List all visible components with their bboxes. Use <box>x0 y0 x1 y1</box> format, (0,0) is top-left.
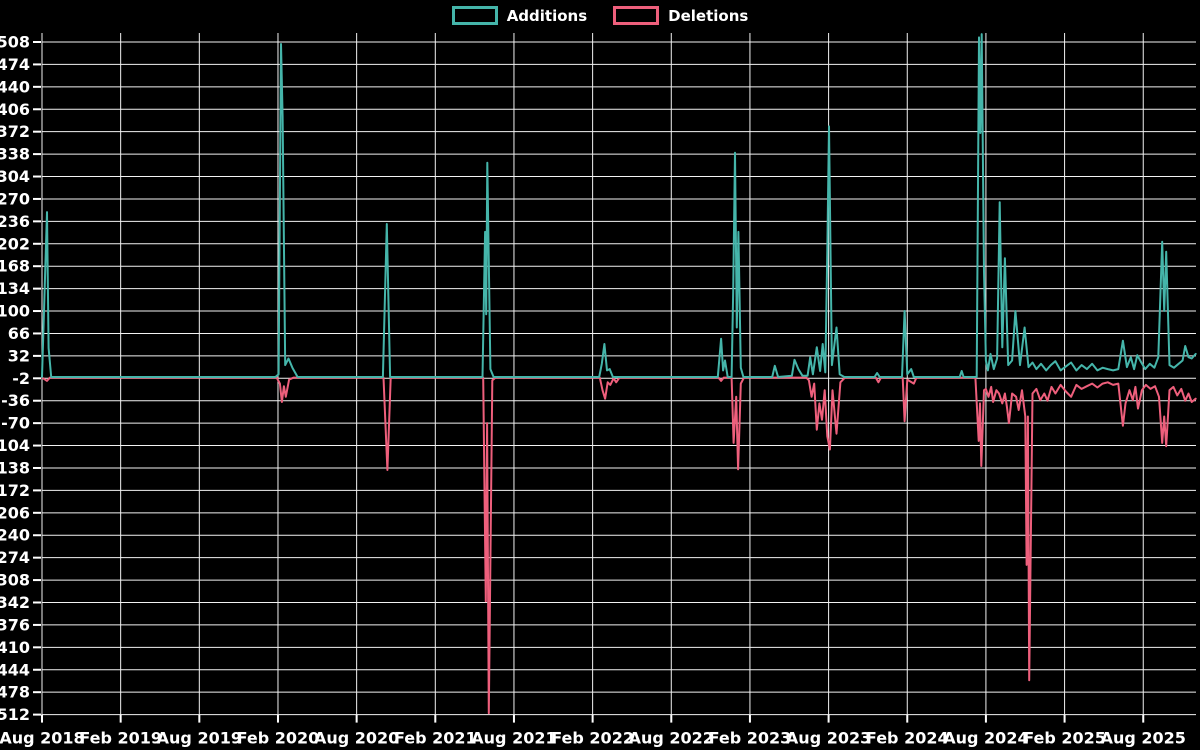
x-tick-label: Feb 2022 <box>551 729 634 748</box>
y-tick-label: 202 <box>0 234 30 253</box>
y-tick-label: -274 <box>0 548 30 567</box>
y-tick-label: -376 <box>0 615 30 634</box>
legend-label-deletions: Deletions <box>668 6 749 25</box>
x-tick-label: Aug 2022 <box>629 729 714 748</box>
y-tick-label: 32 <box>8 346 30 365</box>
series-line-additions <box>41 33 1197 378</box>
legend-label-additions: Additions <box>506 6 588 25</box>
legend-item-additions[interactable]: Additions <box>451 6 588 25</box>
y-tick-label: 236 <box>0 212 30 231</box>
x-tick-label: Aug 2021 <box>471 729 556 748</box>
series-line-deletions <box>41 376 1197 715</box>
y-tick-label: 100 <box>0 302 30 321</box>
y-tick-label: 406 <box>0 100 30 119</box>
x-tick-label: Feb 2019 <box>79 729 162 748</box>
y-tick-label: 66 <box>8 324 30 343</box>
y-tick-label: -512 <box>0 705 30 724</box>
x-tick-label: Feb 2023 <box>709 729 792 748</box>
additions-swatch <box>451 6 498 25</box>
y-tick-label: 372 <box>0 122 30 141</box>
y-tick-label: 168 <box>0 257 30 276</box>
x-tick-label: Aug 2018 <box>0 729 85 748</box>
y-tick-label: -240 <box>0 526 30 545</box>
y-tick-label: -478 <box>0 683 30 702</box>
x-tick-label: Feb 2024 <box>866 729 949 748</box>
x-tick-label: Aug 2019 <box>157 729 242 748</box>
y-tick-label: 270 <box>0 189 30 208</box>
legend-item-deletions[interactable]: Deletions <box>613 6 748 25</box>
y-tick-label: 474 <box>0 55 30 74</box>
x-tick-label: Aug 2024 <box>943 729 1028 748</box>
y-tick-label: -36 <box>1 391 30 410</box>
y-tick-label: -138 <box>0 458 30 477</box>
deletions-swatch <box>613 6 660 25</box>
x-tick-label: Aug 2020 <box>314 729 399 748</box>
y-tick-label: -70 <box>1 414 30 433</box>
y-tick-label: 304 <box>0 167 30 186</box>
y-tick-label: 440 <box>0 77 30 96</box>
y-tick-label: -342 <box>0 593 30 612</box>
y-tick-label: -410 <box>0 638 30 657</box>
x-tick-label: Feb 2025 <box>1023 729 1106 748</box>
y-tick-label: 508 <box>0 33 30 52</box>
y-tick-label: 134 <box>0 279 30 298</box>
x-tick-label: Aug 2023 <box>786 729 871 748</box>
chart-legend: Additions Deletions <box>0 6 1200 25</box>
y-tick-label: 338 <box>0 145 30 164</box>
y-tick-label: -2 <box>12 369 30 388</box>
y-tick-label: -444 <box>0 660 30 679</box>
x-tick-label: Aug 2025 <box>1101 729 1186 748</box>
y-tick-label: -104 <box>0 436 30 455</box>
y-tick-label: -308 <box>0 571 30 590</box>
x-tick-label: Feb 2020 <box>237 729 320 748</box>
y-tick-label: -206 <box>0 503 30 522</box>
y-tick-label: -172 <box>0 481 30 500</box>
x-tick-label: Feb 2021 <box>394 729 477 748</box>
